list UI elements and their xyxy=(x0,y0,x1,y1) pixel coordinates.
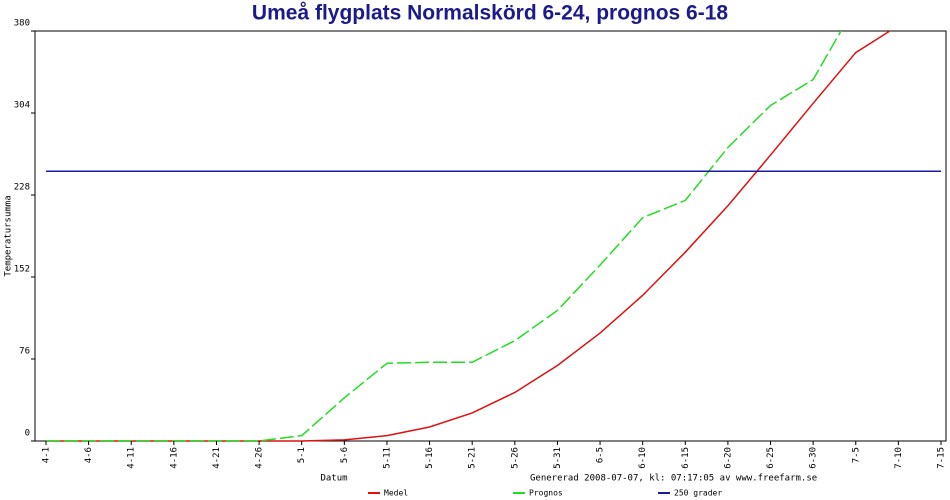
plot-frame xyxy=(34,30,947,442)
x-tick-label: 4-6 xyxy=(84,447,94,463)
y-axis-label: Temperatursumma xyxy=(4,195,14,276)
x-tick-label: 6-30 xyxy=(809,447,819,469)
legend-label: Medel xyxy=(384,489,408,498)
plot-area xyxy=(46,31,941,442)
legend-label: Prognos xyxy=(529,489,563,498)
series-line xyxy=(46,31,892,442)
x-tick-label: 5-26 xyxy=(510,447,520,469)
x-tick-label: 6-25 xyxy=(766,447,776,469)
x-tick-label: 5-6 xyxy=(340,447,350,463)
series-line xyxy=(46,31,842,442)
x-tick-label: 5-16 xyxy=(425,447,435,469)
y-tick-label: 0 xyxy=(25,429,30,439)
x-tick-label: 6-20 xyxy=(723,447,733,469)
x-tick-label: 6-10 xyxy=(638,447,648,469)
chart-title: Umeå flygplats Normalskörd 6-24, prognos… xyxy=(252,2,728,25)
x-tick-label: 5-11 xyxy=(382,447,392,469)
x-tick-label: 7-15 xyxy=(937,447,947,469)
y-tick-label: 152 xyxy=(14,265,30,275)
x-tick-label: 6-5 xyxy=(596,447,606,463)
note: Genererad 2008-07-07, kl: 07:17:05 av ww… xyxy=(530,474,817,484)
x-tick-label: 5-1 xyxy=(297,447,307,463)
y-tick-label: 304 xyxy=(14,101,30,111)
x-tick-label: 7-10 xyxy=(894,447,904,469)
x-tick-label: 4-11 xyxy=(127,447,137,469)
x-tick-label: 4-16 xyxy=(169,447,179,469)
y-tick-label: 228 xyxy=(14,183,30,193)
x-tick-label: 6-15 xyxy=(681,447,691,469)
x-tick-label: 7-5 xyxy=(851,447,861,463)
x-tick-label: 5-21 xyxy=(468,447,478,469)
y-tick-label: 76 xyxy=(19,347,30,357)
x-tick-label: 5-31 xyxy=(553,447,563,469)
x-axis-label: Datum xyxy=(320,474,347,484)
y-tick-label: 380 xyxy=(14,19,30,29)
x-tick-label: 4-26 xyxy=(255,447,265,469)
x-tick-label: 4-21 xyxy=(212,447,222,469)
x-tick-label: 4-1 xyxy=(42,447,52,463)
legend-label: 250 grader xyxy=(674,489,722,498)
